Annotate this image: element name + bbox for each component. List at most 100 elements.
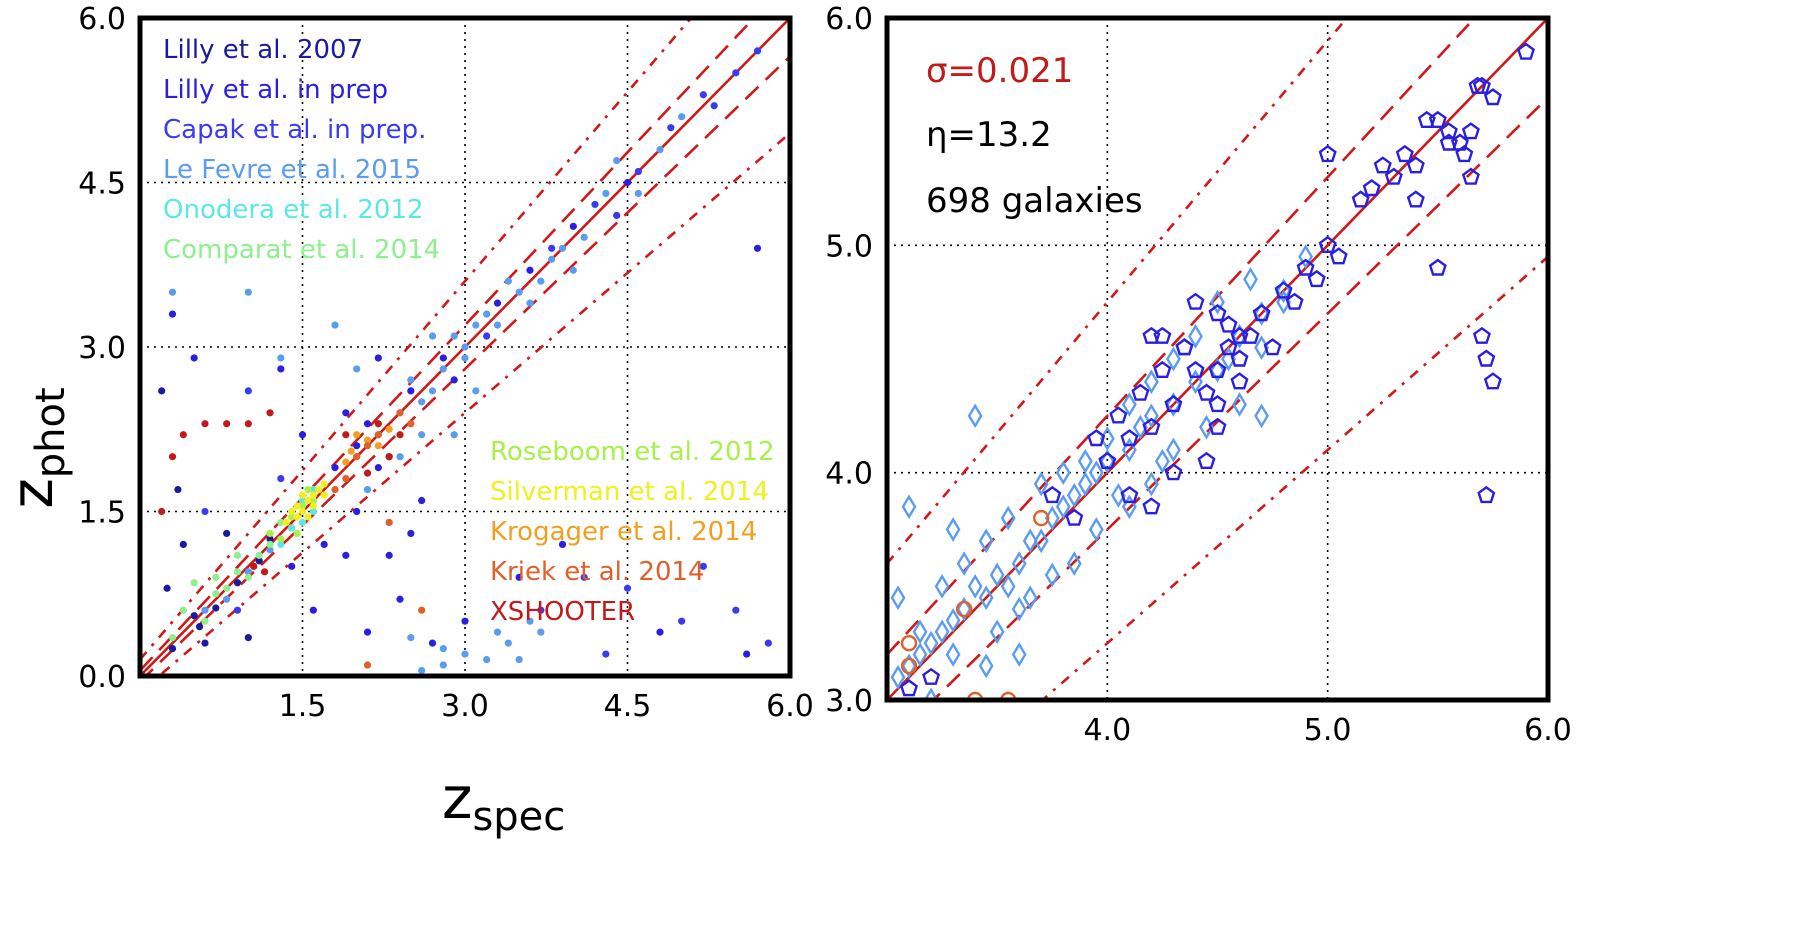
data-point	[363, 442, 372, 450]
data-point	[1428, 110, 1447, 129]
y-tick-label: 6.0	[78, 2, 126, 37]
data-point	[558, 244, 567, 252]
x-tick-label: 1.5	[279, 689, 327, 724]
data-point	[266, 535, 274, 543]
data-point	[212, 590, 220, 598]
data-point	[309, 485, 317, 494]
data-point	[966, 691, 984, 700]
stats-block: σ=0.021 η=13.2 698 galaxies	[926, 51, 1143, 221]
data-point	[1252, 304, 1271, 322]
legend-entry: Capak et al. in prep.	[163, 115, 426, 145]
data-point	[999, 691, 1017, 700]
data-point	[163, 584, 171, 592]
data-point	[190, 354, 198, 362]
data-point	[623, 178, 632, 187]
data-point	[901, 494, 917, 520]
data-point	[1131, 383, 1150, 401]
data-point	[923, 687, 939, 700]
data-point	[342, 409, 350, 417]
data-point	[1065, 508, 1084, 526]
data-point	[342, 458, 350, 466]
x-tick-label: 6.0	[766, 689, 814, 724]
data-point	[912, 642, 928, 667]
data-point	[483, 655, 491, 664]
data-point	[396, 595, 404, 603]
data-point	[1022, 528, 1038, 554]
data-point	[1208, 360, 1227, 378]
data-point	[699, 91, 707, 99]
data-point	[901, 653, 917, 679]
data-point	[493, 628, 502, 636]
data-point	[1188, 323, 1203, 349]
data-point	[602, 650, 610, 658]
data-point	[461, 650, 469, 658]
y-tick-label: 3.0	[825, 684, 873, 719]
data-point	[293, 502, 301, 510]
x-tick-label: 4.5	[604, 689, 652, 724]
data-point	[353, 431, 361, 439]
sigma-lower-line	[931, 96, 1548, 700]
data-point	[223, 595, 231, 603]
data-point	[956, 596, 972, 622]
y-tick-label: 5.0	[825, 229, 873, 264]
left-legend-bottom: Roseboom et al. 2012 Silverman et al. 201…	[490, 437, 775, 627]
left-legend-top: Lilly et al. 2007 Lilly et al. in prep Cap…	[163, 35, 440, 265]
data-point	[277, 475, 285, 483]
data-point	[385, 453, 393, 461]
data-point	[293, 513, 301, 521]
data-point	[1164, 395, 1183, 413]
data-point	[320, 540, 328, 549]
data-point	[1066, 483, 1082, 508]
x-axis-label: zspec	[442, 764, 565, 840]
right-panel: 4.0 5.0 6.0 3.0 4.0 5.0 6.0 σ=0.021 η=13.2 698…	[825, 2, 1572, 748]
data-point	[418, 431, 426, 439]
data-point	[1461, 122, 1480, 140]
data-point	[407, 634, 415, 642]
data-point	[309, 502, 317, 510]
data-point	[244, 634, 252, 642]
left-plot-frame	[137, 15, 793, 679]
data-point	[190, 579, 198, 587]
right-grid	[887, 18, 1548, 700]
data-point	[374, 431, 382, 439]
right-tick-labels: 4.0 5.0 6.0 3.0 4.0 5.0 6.0	[825, 2, 1572, 748]
data-point	[233, 568, 242, 576]
data-point	[407, 529, 415, 538]
x-axis-label-main: z	[442, 764, 472, 832]
data-point	[174, 485, 182, 494]
data-point	[1263, 338, 1282, 356]
data-point	[899, 679, 919, 697]
x-axis-label-sub: spec	[472, 794, 565, 840]
data-point	[743, 650, 751, 658]
data-point	[260, 568, 269, 576]
data-point	[1243, 267, 1258, 292]
data-point	[1044, 562, 1060, 588]
data-point	[1109, 406, 1128, 424]
data-point	[1468, 76, 1487, 94]
data-point	[428, 387, 437, 395]
data-point	[1329, 247, 1348, 265]
data-point	[967, 574, 983, 599]
data-point	[1055, 494, 1071, 520]
data-point	[537, 277, 545, 285]
data-point	[989, 619, 1005, 645]
data-point	[282, 518, 290, 527]
data-point	[1210, 289, 1225, 315]
data-point	[1043, 485, 1062, 504]
data-point	[989, 562, 1005, 588]
data-point	[1197, 383, 1216, 401]
data-point	[1208, 417, 1227, 435]
data-point	[493, 321, 502, 329]
data-point	[244, 573, 252, 581]
data-point	[244, 288, 252, 296]
data-point	[1142, 326, 1161, 344]
data-point	[1318, 144, 1337, 163]
data-point	[1099, 448, 1115, 474]
data-point	[266, 540, 274, 549]
data-point	[342, 475, 350, 483]
data-point	[1439, 133, 1458, 151]
data-point	[710, 102, 718, 110]
stat-sigma: σ=0.021	[926, 51, 1073, 91]
data-point	[450, 376, 458, 384]
data-point	[304, 513, 312, 521]
